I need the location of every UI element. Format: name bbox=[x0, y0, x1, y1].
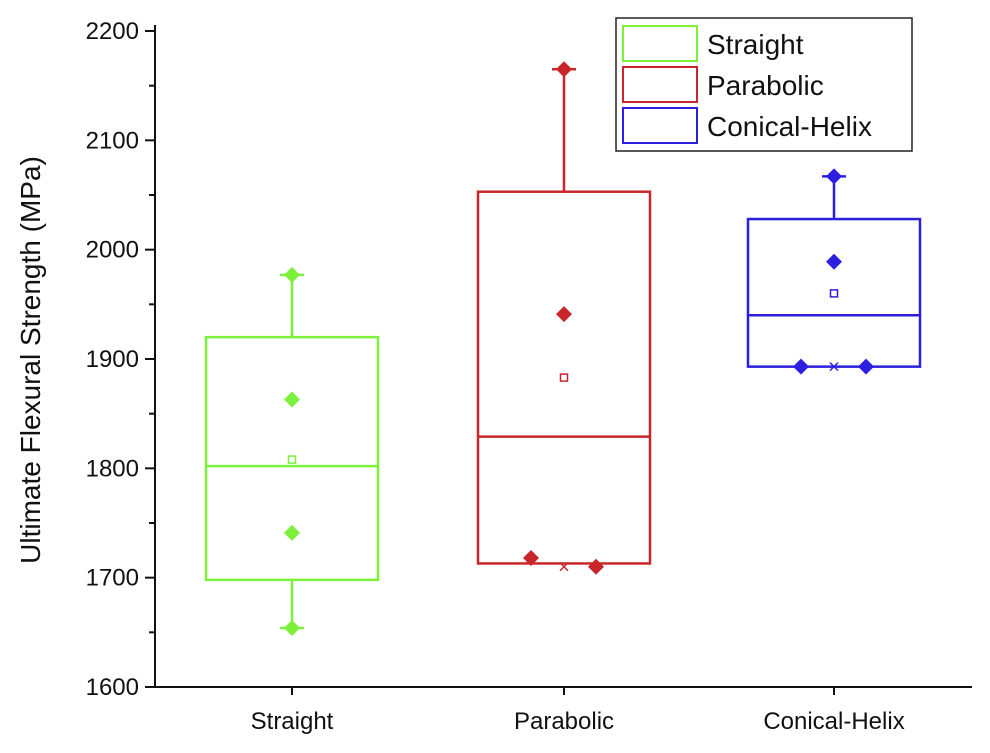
box-iqr bbox=[204, 335, 380, 582]
mean-marker bbox=[559, 373, 569, 382]
box-iqr bbox=[746, 217, 922, 368]
x-tick-label-straight: Straight bbox=[251, 708, 334, 735]
data-point bbox=[588, 558, 604, 575]
y-tick-label: 1900 bbox=[86, 346, 139, 373]
data-point bbox=[826, 168, 842, 185]
legend: Straight Parabolic Conical-Helix bbox=[615, 17, 913, 152]
data-point bbox=[284, 524, 300, 541]
legend-swatch bbox=[622, 66, 698, 103]
box-straight bbox=[204, 266, 380, 636]
y-tick-label: 2200 bbox=[86, 18, 139, 45]
range-marker bbox=[559, 562, 569, 572]
axes: 1600 1700 1800 1900 2000 2100 2200 Straight Para… bbox=[86, 18, 972, 735]
y-tick-label: 2000 bbox=[86, 237, 139, 264]
data-point bbox=[284, 266, 300, 283]
x-tick-label-conical-helix: Conical-Helix bbox=[763, 708, 904, 735]
y-tick-label: 1700 bbox=[86, 565, 139, 592]
mean-marker bbox=[829, 289, 839, 298]
data-point bbox=[284, 619, 300, 636]
x-tick-label-parabolic: Parabolic bbox=[514, 708, 614, 735]
y-tick-label: 1800 bbox=[86, 455, 139, 482]
legend-label-straight: Straight bbox=[707, 29, 804, 60]
data-point bbox=[556, 61, 572, 78]
data-point bbox=[826, 253, 842, 270]
box-conical-helix bbox=[746, 168, 922, 375]
data-point bbox=[793, 358, 809, 375]
legend-label-parabolic: Parabolic bbox=[707, 70, 824, 101]
data-point bbox=[858, 358, 874, 375]
mean-marker bbox=[287, 455, 297, 464]
data-point bbox=[556, 306, 572, 323]
box-parabolic bbox=[476, 61, 652, 575]
legend-label-conical-helix: Conical-Helix bbox=[707, 111, 872, 142]
boxes-layer bbox=[204, 61, 922, 636]
legend-swatch bbox=[622, 107, 698, 144]
y-tick-label: 2100 bbox=[86, 127, 139, 154]
legend-frame bbox=[615, 17, 913, 152]
data-point bbox=[523, 549, 539, 566]
range-marker bbox=[829, 362, 839, 372]
legend-swatch bbox=[622, 25, 698, 62]
y-axis-title: Ultimate Flexural Strength (MPa) bbox=[15, 156, 46, 564]
box-iqr bbox=[476, 190, 652, 565]
data-point bbox=[284, 391, 300, 408]
y-tick-label: 1600 bbox=[86, 674, 139, 701]
